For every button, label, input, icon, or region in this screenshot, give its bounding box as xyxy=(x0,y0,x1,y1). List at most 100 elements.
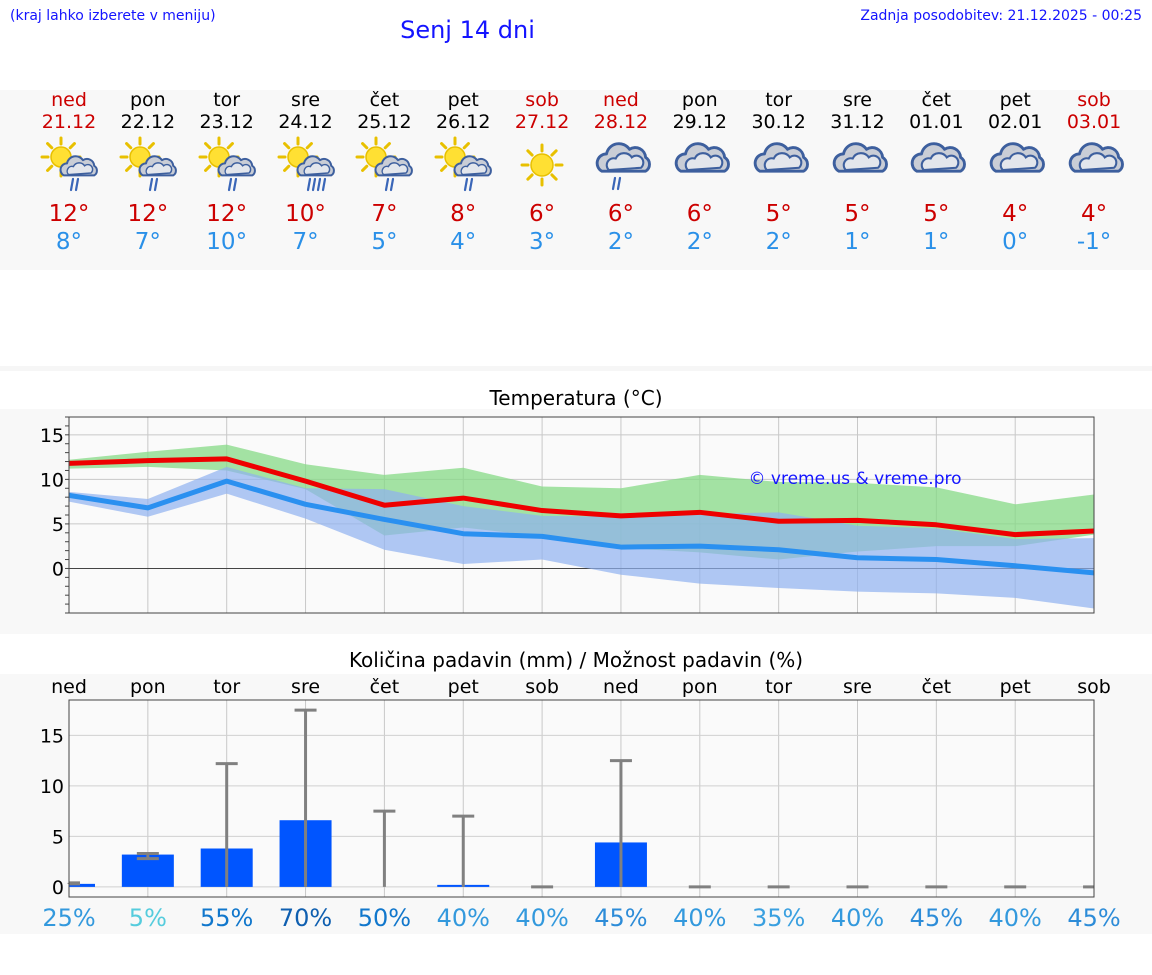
x-tick-label: pon xyxy=(130,676,166,698)
day-column: čet 25.12 7° 5° xyxy=(344,89,424,256)
forecast-strip xyxy=(0,90,1152,270)
day-date: 31.12 xyxy=(830,111,885,133)
cloud-icon xyxy=(989,142,1046,173)
cloud-shape xyxy=(595,142,651,173)
day-name: sob xyxy=(1077,89,1111,111)
sun-cloud-rain-icon xyxy=(119,136,177,192)
day-column: sob 27.12 6° 3° xyxy=(502,89,582,256)
cloud-icon xyxy=(911,142,967,173)
max-temperature: 5° xyxy=(844,201,871,227)
rain-shape xyxy=(148,177,158,192)
x-tick-label: čet xyxy=(922,676,952,698)
min-temperature: -1° xyxy=(1076,229,1112,255)
min-temperature-line xyxy=(68,478,1095,576)
max-temperature: 7° xyxy=(371,201,398,227)
day-column: tor 30.12 5° 2° xyxy=(739,89,819,256)
cloud-shape xyxy=(138,155,177,177)
x-tick-label: sre xyxy=(291,676,320,698)
cloud-icon xyxy=(753,142,809,173)
day-name: čet xyxy=(921,89,952,111)
max-temperature: 12° xyxy=(206,201,248,227)
precipitation-probability: 5% xyxy=(129,904,167,932)
watermark: © vreme.us & vreme.pro xyxy=(748,469,961,489)
cloud-icon xyxy=(832,142,888,173)
precipitation-probability: 35% xyxy=(752,904,805,932)
day-date: 24.12 xyxy=(278,111,333,133)
min-temperature: 7° xyxy=(292,229,319,255)
precipitation-probability: 40% xyxy=(437,904,490,932)
day-name: ned xyxy=(51,89,87,111)
day-date: 30.12 xyxy=(751,111,806,133)
range-whisker xyxy=(215,762,238,887)
sun-icon xyxy=(520,143,564,187)
cloud-icon xyxy=(1068,142,1124,173)
min-temperature: 2° xyxy=(686,229,713,255)
rain-shape xyxy=(464,177,474,192)
cloud-rain-icon xyxy=(595,142,651,191)
y-tick-label: 0 xyxy=(52,558,64,580)
y-tick-label: 10 xyxy=(40,776,64,798)
day-column: sre 31.12 5° 1° xyxy=(818,89,898,256)
cloud-shape xyxy=(832,142,888,173)
day-name: sre xyxy=(291,89,321,111)
x-tick-label: pon xyxy=(682,676,718,698)
cloud-shape xyxy=(59,155,98,177)
y-tick-label: 10 xyxy=(40,469,64,491)
precipitation-probability: 40% xyxy=(673,904,726,932)
precipitation-probability: 40% xyxy=(831,904,884,932)
day-name: pet xyxy=(999,89,1031,111)
day-column: pon 29.12 6° 2° xyxy=(660,89,740,256)
y-tick-label: 15 xyxy=(40,425,64,447)
min-range-band xyxy=(69,466,1095,609)
x-tick-label: tor xyxy=(213,676,240,698)
day-name: tor xyxy=(213,89,241,111)
x-tick-label: pet xyxy=(448,676,479,698)
rain-shape xyxy=(385,177,395,192)
temperature-chart-title: Temperatura (°C) xyxy=(489,386,663,410)
day-column: sob 03.01 4° -1° xyxy=(1054,89,1134,256)
x-tick-label: čet xyxy=(370,676,400,698)
precipitation-probability: 25% xyxy=(42,904,95,932)
max-temperature: 6° xyxy=(529,201,556,227)
sun-cloud-rain-icon xyxy=(198,136,256,192)
precipitation-probability: 55% xyxy=(200,904,253,932)
temperature-chart: 0 5 10 15 © vreme.us & vreme.pro xyxy=(40,416,1095,614)
cloud-shape xyxy=(753,142,809,173)
day-date: 22.12 xyxy=(120,111,176,133)
max-temperature: 4° xyxy=(1080,201,1108,227)
max-temperature: 12° xyxy=(48,201,90,227)
cloud-shape xyxy=(989,142,1046,173)
range-whisker xyxy=(452,814,475,887)
day-column: ned 21.12 12° 8° xyxy=(29,89,109,256)
plot-frame xyxy=(68,699,1095,898)
y-tick-label: 0 xyxy=(52,877,64,899)
sun-cloud-heavy-rain-icon xyxy=(277,136,335,192)
day-date: 02.01 xyxy=(987,111,1043,133)
x-tick-label: tor xyxy=(765,676,792,698)
day-date: 23.12 xyxy=(199,111,254,133)
range-whisker xyxy=(67,881,80,886)
plot-frame xyxy=(68,416,1095,614)
day-date: 28.12 xyxy=(593,111,649,133)
max-temperature: 6° xyxy=(686,201,713,227)
max-temperature-line xyxy=(68,456,1095,538)
cloud-shape xyxy=(674,142,730,173)
x-tick-label: ned xyxy=(51,676,87,698)
sun-cloud-rain-icon xyxy=(40,136,98,192)
day-column: tor 23.12 12° 10° xyxy=(187,89,267,256)
x-tick-label: sob xyxy=(525,676,559,698)
y-tick-label: 15 xyxy=(40,725,64,747)
x-tick-label: sob xyxy=(1077,676,1111,698)
day-column: pet 26.12 8° 4° xyxy=(423,89,503,256)
location-hint[interactable]: (kraj lahko izberete v meniju) xyxy=(10,8,216,24)
y-tick-label: 5 xyxy=(52,514,64,536)
cloud-icon xyxy=(674,142,730,173)
day-date: 27.12 xyxy=(514,111,570,133)
precipitation-probability: 40% xyxy=(515,904,568,932)
min-temperature: 0° xyxy=(1002,229,1029,255)
day-date: 29.12 xyxy=(672,111,727,133)
day-column: čet 01.01 5° 1° xyxy=(896,89,976,256)
cloud-shape xyxy=(453,155,493,177)
day-name: sob xyxy=(525,89,559,111)
separator xyxy=(0,366,1152,371)
